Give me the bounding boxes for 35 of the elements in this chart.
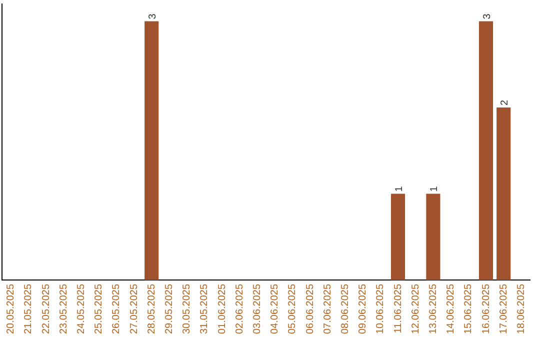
x-tick-label: 16.06.2025 [480, 284, 492, 334]
x-tick-label: 20.05.2025 [6, 284, 17, 334]
data-label: 2 [500, 99, 511, 106]
x-tick-label: 24.05.2025 [76, 284, 87, 334]
data-label: 3 [482, 13, 493, 20]
x-tick-label: 17.06.2025 [498, 284, 510, 334]
x-tick-label: 28.05.2025 [146, 284, 158, 334]
x-tick-label: 05.06.2025 [287, 284, 298, 334]
x-tick-label: 12.06.2025 [410, 284, 422, 334]
x-tick-label: 21.05.2025 [23, 284, 34, 334]
x-tick-label: 26.05.2025 [111, 284, 122, 334]
x-tick-label: 13.06.2025 [428, 284, 439, 334]
x-tick-label: 08.06.2025 [340, 284, 351, 334]
x-tick-label: 31.05.2025 [199, 284, 210, 334]
x-tick-label: 02.06.2025 [234, 284, 246, 334]
x-tick-label: 07.06.2025 [322, 284, 334, 334]
x-tick-label: 03.06.2025 [252, 284, 263, 334]
x-tick-label: 18.06.2025 [516, 284, 527, 334]
x-tick-label: 04.06.2025 [270, 284, 281, 334]
x-tick-label: 29.05.2025 [164, 284, 175, 334]
x-tick-label: 09.06.2025 [358, 284, 369, 334]
x-tick-label: 15.06.2025 [463, 284, 474, 334]
x-tick-label: 01.06.2025 [216, 284, 228, 334]
x-tick-label: 23.05.2025 [58, 284, 70, 334]
x-tick-label: 30.05.2025 [182, 284, 193, 334]
x-tick-label: 25.05.2025 [94, 284, 105, 334]
x-tick-label: 27.05.2025 [128, 284, 140, 334]
x-tick-label: 10.06.2025 [375, 284, 386, 334]
data-label: 1 [429, 186, 440, 192]
data-label: 3 [148, 13, 159, 20]
data-label: 1 [394, 186, 405, 192]
x-tick-label: 11.06.2025 [392, 284, 404, 334]
x-tick-label: 06.06.2025 [304, 284, 316, 334]
x-tick-label: 14.06.2025 [446, 284, 457, 334]
x-tick-label: 22.05.2025 [40, 284, 52, 334]
